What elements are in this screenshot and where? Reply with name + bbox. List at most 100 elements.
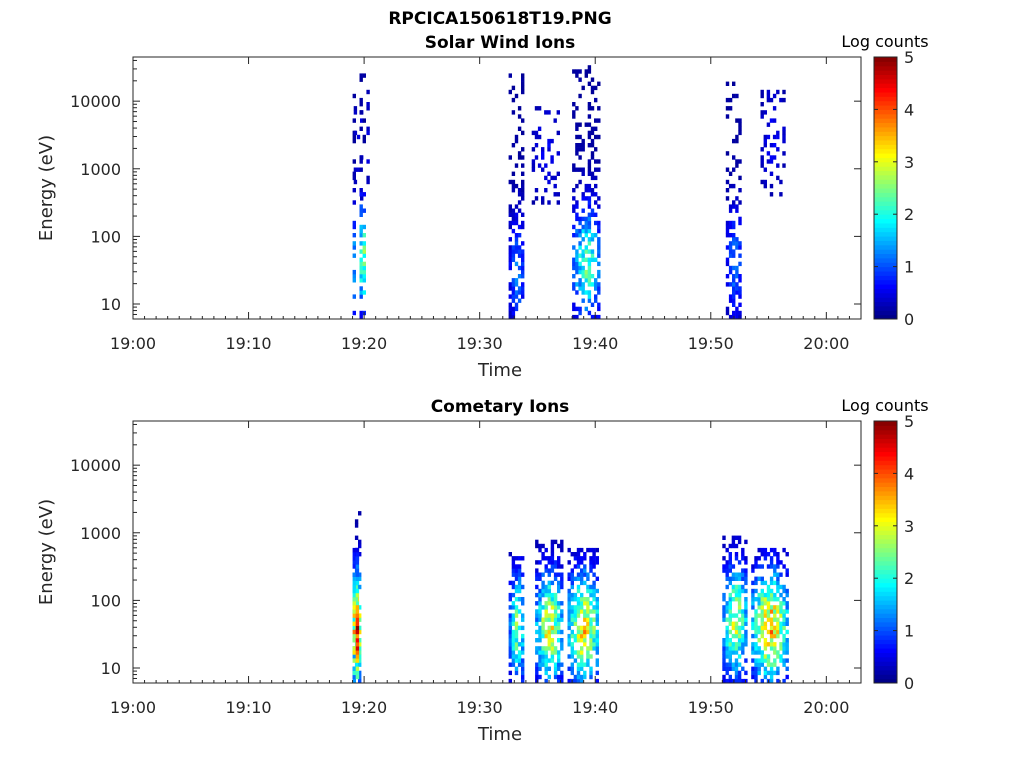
spectrogram-cell — [584, 274, 588, 279]
spectrogram-cell — [572, 261, 576, 267]
colorbar-segment — [874, 538, 897, 544]
spectrogram-cell — [725, 646, 729, 651]
spectrogram-cell — [550, 638, 555, 643]
spectrogram-cell — [553, 650, 558, 655]
spectrogram-cell — [578, 306, 582, 312]
spectrogram-cell — [352, 118, 356, 123]
spectrogram-cell — [511, 294, 516, 299]
colorbar-segment — [874, 87, 897, 93]
spectrogram-cell — [738, 245, 742, 250]
spectrogram-cell — [738, 200, 742, 205]
spectrogram-cell — [583, 609, 587, 614]
spectrogram-cell — [583, 662, 587, 667]
spectrogram-cell — [511, 306, 516, 312]
spectrogram-cell — [592, 642, 596, 647]
spectrogram-cell — [754, 609, 758, 614]
spectrogram-cell — [589, 670, 593, 676]
spectrogram-cell — [728, 265, 733, 271]
spectrogram-cell — [592, 572, 596, 577]
spectrogram-cell — [355, 584, 360, 590]
spectrogram-cell — [575, 167, 579, 172]
spectrogram-cell — [544, 601, 548, 606]
spectrogram-cell — [751, 625, 755, 631]
spectrogram-cell — [352, 654, 356, 659]
spectrogram-cell — [521, 294, 525, 299]
spectrogram-cell — [769, 592, 774, 598]
spectrogram-cell — [592, 592, 596, 598]
spectrogram-cell — [521, 89, 525, 95]
x-tick-label: 19:30 — [457, 334, 503, 353]
spectrogram-cell — [734, 592, 739, 598]
spectrogram-cell — [725, 245, 730, 250]
spectrogram-cell — [583, 638, 587, 643]
colorbar-segment — [874, 284, 897, 289]
colorbar-frame — [873, 420, 898, 684]
spectrogram-cell — [597, 167, 601, 172]
spectrogram-cell — [760, 601, 764, 606]
spectrogram-cell — [592, 646, 596, 651]
spectrogram-cell — [737, 535, 742, 540]
spectrogram-cell — [595, 547, 599, 553]
spectrogram-cell — [725, 605, 729, 610]
spectrogram-cell — [776, 130, 780, 136]
spectrogram-cell — [544, 110, 548, 115]
spectrogram-cell — [769, 642, 774, 647]
spectrogram-cell — [728, 613, 732, 618]
spectrogram-cell — [581, 257, 585, 262]
spectrogram-cell — [511, 290, 516, 295]
colorbar-segment — [874, 109, 897, 115]
spectrogram-cell — [589, 654, 593, 659]
spectrogram-cell — [553, 118, 557, 123]
x-tick-label: 19:00 — [110, 698, 156, 717]
spectrogram-cell — [779, 605, 783, 610]
spectrogram-cell — [751, 650, 755, 655]
spectrogram-cell — [737, 633, 742, 639]
spectrogram-cell — [521, 241, 525, 246]
spectrogram-cell — [590, 85, 595, 91]
spectrogram-cell — [352, 605, 356, 610]
colorbar-segment — [874, 460, 897, 466]
spectrogram-cell — [359, 294, 363, 299]
spectrogram-cell — [594, 126, 598, 131]
spectrogram-cell — [352, 253, 356, 258]
spectrogram-cell — [757, 605, 761, 610]
spectrogram-cell — [595, 642, 599, 647]
spectrogram-cell — [567, 560, 571, 565]
spectrogram-cell — [362, 134, 366, 140]
spectrogram-cell — [757, 592, 761, 598]
colorbar-segment — [874, 573, 897, 579]
spectrogram-cell — [360, 196, 364, 201]
spectrogram-cell — [738, 310, 742, 316]
spectrogram-cell — [757, 556, 761, 561]
spectrogram-cell — [782, 650, 786, 655]
spectrogram-cell — [576, 556, 581, 561]
spectrogram-cell — [535, 638, 539, 643]
spectrogram-cell — [587, 167, 592, 172]
spectrogram-cell — [535, 670, 539, 676]
spectrogram-cell — [594, 147, 598, 152]
spectrogram-cell — [541, 556, 545, 561]
spectrogram-cell — [782, 617, 786, 622]
spectrogram-cell — [779, 629, 783, 635]
spectrogram-cell — [731, 621, 736, 626]
spectrogram-cell — [735, 306, 739, 312]
spectrogram-cell — [728, 224, 733, 230]
colorbar-segment — [874, 530, 897, 536]
spectrogram-cell — [544, 629, 548, 635]
spectrogram-cell — [581, 224, 585, 230]
spectrogram-cell — [521, 625, 525, 631]
colorbar-segment — [874, 227, 897, 233]
colorbar-segment — [874, 83, 897, 89]
spectrogram-cell — [355, 654, 360, 659]
spectrogram-cell — [766, 601, 771, 606]
spectrogram-cell — [751, 580, 755, 586]
spectrogram-cell — [594, 298, 598, 303]
spectrogram-cell — [517, 286, 522, 291]
spectrogram-cell — [544, 605, 548, 610]
spectrogram-cell — [580, 662, 584, 667]
spectrogram-cell — [359, 204, 363, 209]
spectrogram-cell — [359, 192, 363, 197]
spectrogram-cell — [580, 597, 584, 602]
colorbar-segment — [874, 661, 897, 667]
spectrogram-cell — [728, 605, 732, 610]
